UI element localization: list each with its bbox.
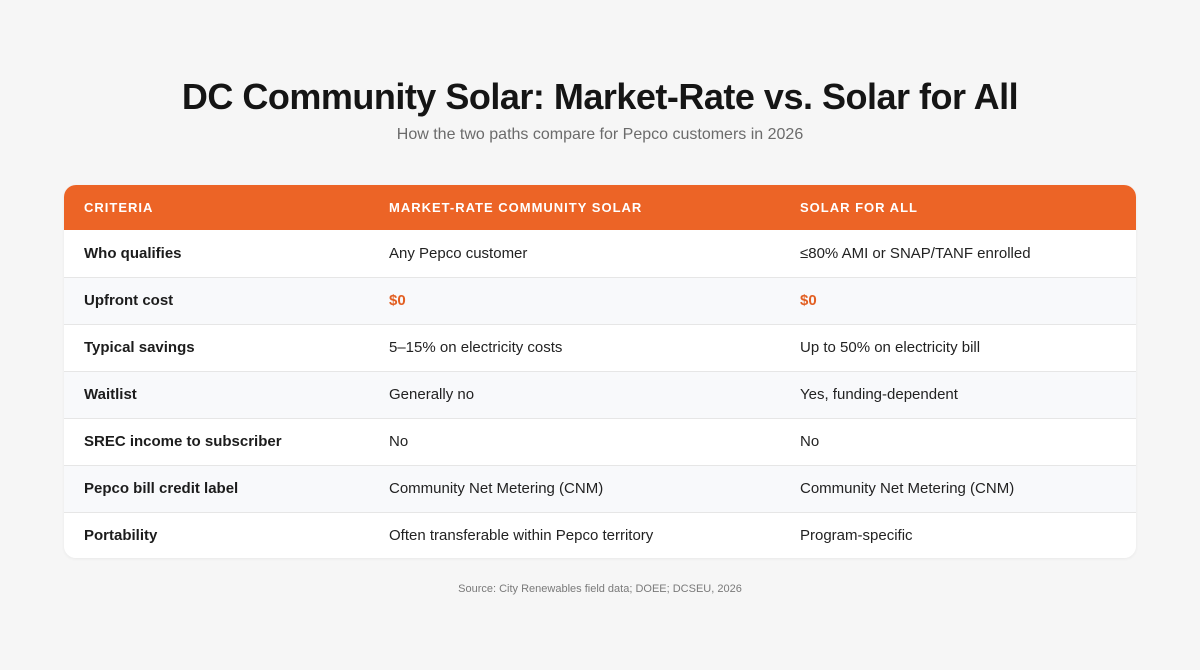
market-rate-cell: Community Net Metering (CNM) [389, 480, 604, 497]
criteria-cell: Who qualifies [84, 244, 182, 262]
table-row: Portability Often transferable within Pe… [64, 512, 1136, 558]
market-rate-cell: Often transferable within Pepco territor… [389, 527, 654, 545]
table-row: Upfront cost $0 $0 [64, 277, 1136, 324]
criteria-cell: SREC income to subscriber [84, 433, 282, 450]
market-rate-cell: 5–15% on electricity costs [389, 339, 563, 356]
column-header-market-rate: MARKET-RATE COMMUNITY SOLAR [389, 200, 643, 215]
solar-for-all-cell: Community Net Metering (CNM) [800, 480, 1015, 497]
table-row: Typical savings 5–15% on electricity cos… [64, 324, 1136, 371]
table-header-row: CRITERIA MARKET-RATE COMMUNITY SOLAR SOL… [64, 185, 1136, 230]
market-rate-cell: Generally no [389, 386, 475, 403]
criteria-cell: Pepco bill credit label [84, 480, 239, 497]
page-subtitle: How the two paths compare for Pepco cust… [396, 126, 804, 143]
table-row: SREC income to subscriber No No [64, 418, 1136, 465]
solar-for-all-cell: Up to 50% on electricity bill [800, 339, 981, 356]
table-row: Waitlist Generally no Yes, funding-depen… [64, 371, 1136, 418]
column-header-criteria: CRITERIA [84, 200, 154, 215]
solar-for-all-cell: Program-specific [800, 527, 913, 545]
solar-for-all-cell: $0 [800, 292, 817, 309]
solar-for-all-cell: No [800, 433, 820, 450]
source-note: Source: City Renewables field data; DOEE… [458, 583, 742, 595]
solar-for-all-cell: ≤80% AMI or SNAP/TANF enrolled [800, 244, 1031, 262]
page-title: DC Community Solar: Market-Rate vs. Sola… [181, 76, 1019, 117]
table-row: Pepco bill credit label Community Net Me… [64, 465, 1136, 512]
comparison-table: CRITERIA MARKET-RATE COMMUNITY SOLAR SOL… [64, 185, 1136, 558]
comparison-table-card: CRITERIA MARKET-RATE COMMUNITY SOLAR SOL… [64, 185, 1136, 558]
criteria-cell: Portability [84, 527, 158, 545]
market-rate-cell: $0 [389, 292, 406, 309]
criteria-cell: Typical savings [84, 339, 195, 356]
column-header-solar-for-all: SOLAR FOR ALL [800, 200, 918, 215]
table-row: Who qualifies Any Pepco customer ≤80% AM… [64, 230, 1136, 277]
market-rate-cell: Any Pepco customer [389, 244, 528, 262]
market-rate-cell: No [389, 433, 409, 450]
criteria-cell: Waitlist [84, 386, 137, 403]
solar-for-all-cell: Yes, funding-dependent [800, 386, 958, 403]
criteria-cell: Upfront cost [84, 292, 174, 309]
